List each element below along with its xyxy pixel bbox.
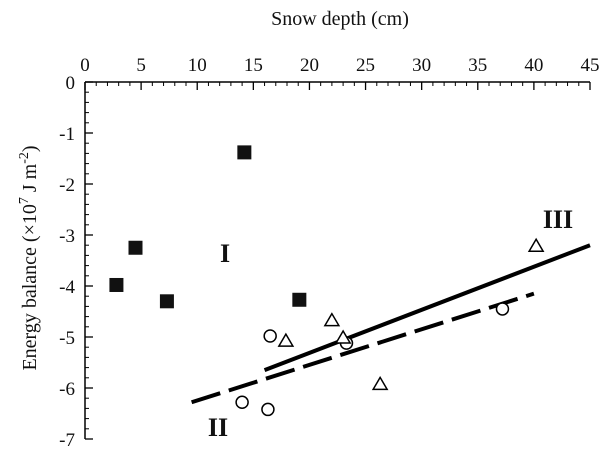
y-tick-label: -2 <box>59 175 75 196</box>
x-tick-label: 5 <box>136 55 146 76</box>
y-tick-label: -3 <box>59 226 75 247</box>
fit-line-dashed <box>191 291 535 405</box>
point-open-triangle <box>334 329 352 344</box>
y-tick-label: 0 <box>66 73 76 94</box>
x-tick-label: 25 <box>356 55 375 76</box>
y-tick-label: -1 <box>59 124 75 145</box>
point-open-circle <box>261 402 275 417</box>
y-tick-label: -6 <box>59 379 75 400</box>
point-open-triangle <box>371 375 389 391</box>
point-open-triangle <box>323 312 341 327</box>
fit-lines <box>191 243 591 405</box>
point-filled-square <box>237 145 252 160</box>
x-axis-label: Snow depth (cm) <box>271 8 409 30</box>
fit-line-solid <box>263 243 591 373</box>
x-tick-label: 0 <box>80 55 90 76</box>
y-axis-ticks: 0 -1 -2 -3 -4 -5 -6 -7 <box>59 73 93 451</box>
point-open-circle <box>263 329 277 343</box>
point-open-circle <box>495 302 510 316</box>
y-axis-label-unit: J m <box>19 163 41 197</box>
x-tick-label: 45 <box>581 55 600 76</box>
y-tick-label: -7 <box>59 430 75 451</box>
x-tick-label: 40 <box>524 55 543 76</box>
y-axis-label: Energy balance (×107 J m-2) <box>17 145 41 370</box>
y-axis-label-suffix: ) <box>19 145 41 152</box>
point-open-triangle <box>277 332 295 347</box>
point-filled-square <box>128 240 143 255</box>
data-points <box>109 145 545 417</box>
x-axis-ticks: 0 5 10 15 20 25 30 35 40 45 <box>80 55 600 90</box>
point-filled-square <box>109 277 124 292</box>
y-axis-label-exponent-2: -2 <box>17 152 32 164</box>
x-tick-label: 35 <box>468 55 487 76</box>
x-tick-label: 30 <box>412 55 431 76</box>
point-open-circle <box>235 395 249 410</box>
x-tick-label: 15 <box>244 55 263 76</box>
y-tick-label: -4 <box>59 277 75 298</box>
y-tick-label: -5 <box>59 328 75 349</box>
x-tick-label: 20 <box>300 55 319 76</box>
y-axis-label-exponent-1: 7 <box>17 197 32 204</box>
y-axis-label-prefix: Energy balance (×10 <box>19 204 41 370</box>
annotation-line-ii: II <box>208 413 228 442</box>
point-open-triangle <box>527 237 545 252</box>
point-filled-square <box>292 292 307 307</box>
annotation-line-iii: III <box>543 205 573 234</box>
x-tick-label: 10 <box>188 55 207 76</box>
point-filled-square <box>159 294 174 309</box>
annotation-region-i: I <box>220 239 230 268</box>
